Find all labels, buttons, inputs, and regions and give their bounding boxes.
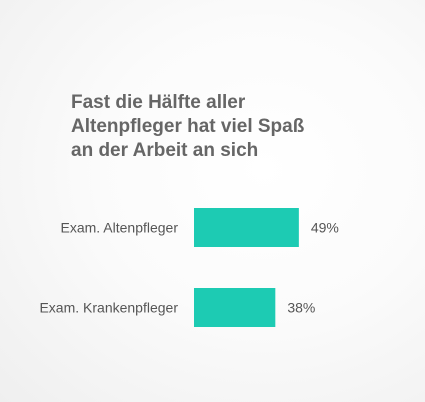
value-label: 49% — [311, 220, 339, 236]
chart-title: Fast die Hälfte aller Altenpfleger hat v… — [71, 91, 371, 163]
value-label: 38% — [287, 300, 315, 316]
chart-title-line-2: Altenpfleger hat viel Spaß — [71, 116, 305, 137]
category-label: Exam. Altenpfleger — [60, 220, 178, 236]
chart-title-line-1: Fast die Hälfte aller — [71, 92, 246, 113]
bar — [194, 208, 299, 247]
category-label: Exam. Krankenpfleger — [39, 300, 178, 316]
chart-title-line-3: an der Arbeit an sich — [71, 140, 259, 161]
bar — [194, 288, 276, 327]
